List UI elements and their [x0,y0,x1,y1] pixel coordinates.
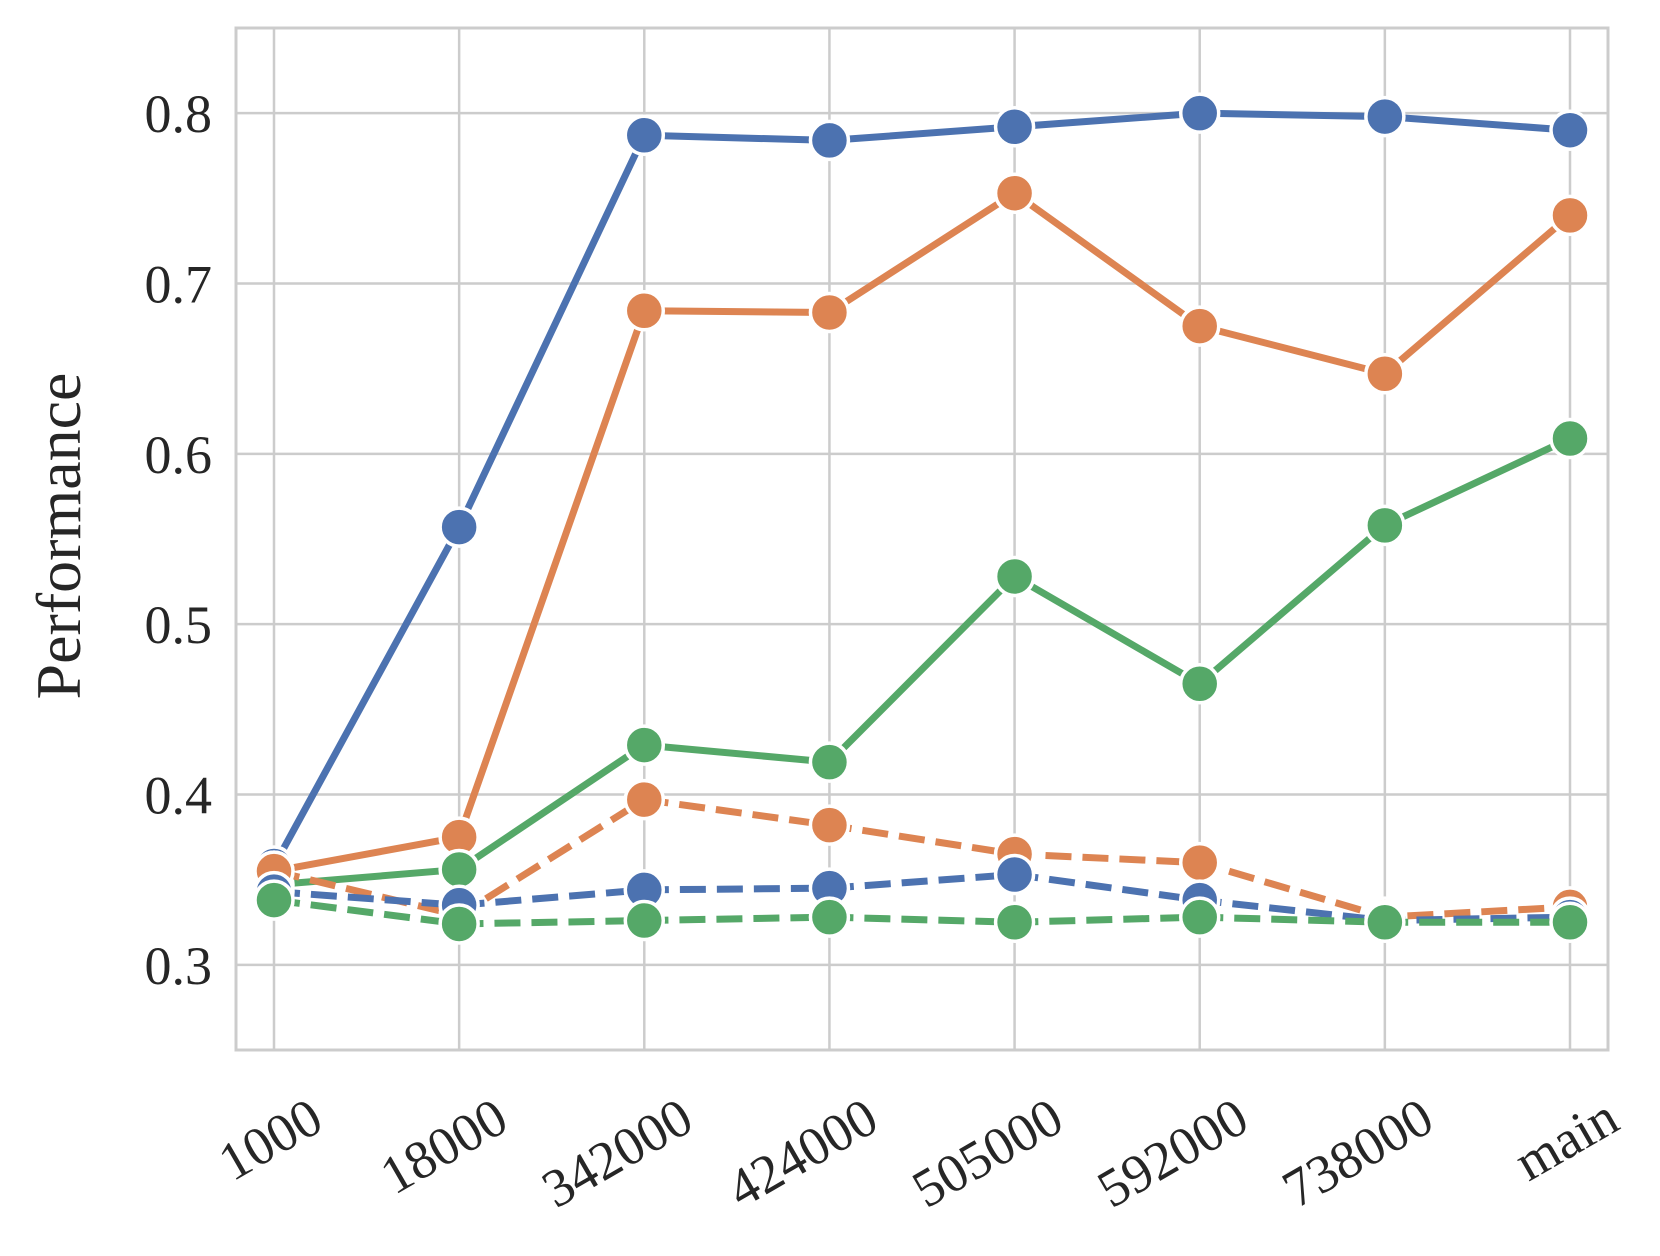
x-tick-label: 18000 [370,1086,517,1205]
y-axis-title: Performance [23,373,94,700]
series-1 [253,92,1591,887]
data-point [1178,841,1221,884]
x-tick-label: 342000 [532,1086,702,1219]
series-line [273,189,1573,875]
series-line [273,435,1572,889]
data-point [623,778,666,821]
x-tick-label: 1000 [208,1086,332,1192]
data-point [993,853,1036,896]
series-6 [253,879,1591,945]
data-point [1178,92,1221,134]
data-point [623,114,666,157]
data-point [808,896,851,938]
data-point [1549,417,1591,460]
x-tick-label: 738000 [1273,1086,1443,1219]
y-axis-ticks: 0.3 0.4 0.5 0.6 0.7 0.8 [145,84,213,996]
plot-frame [234,26,1610,1052]
data-point [808,804,851,846]
series-line [273,796,1571,921]
x-tick-label: 505000 [902,1086,1072,1219]
data-point [1364,353,1406,395]
data-point [623,724,666,766]
data-point [1178,305,1221,347]
data-point [253,879,295,921]
y-tick-label: 0.5 [145,595,213,655]
x-tick-label: 424000 [717,1086,887,1219]
data-point [1364,901,1406,943]
x-tick-label: 592000 [1087,1086,1257,1219]
data-point [1549,109,1591,151]
series-line [273,871,1571,925]
data-point [623,290,666,332]
series-line [273,896,1570,928]
data-point [623,899,666,942]
series-group [253,92,1591,945]
data-point [808,741,851,783]
y-tick-label: 0.7 [145,255,213,315]
data-point [1364,95,1406,138]
data-point [1549,901,1591,943]
data-point [438,903,480,945]
series-2 [253,172,1591,892]
data-point [438,506,480,548]
y-tick-label: 0.4 [145,766,213,826]
y-tick-label: 0.6 [145,425,213,485]
y-tick-label: 0.8 [145,84,213,144]
data-point [808,119,851,162]
data-point [993,901,1036,943]
x-axis-ticks: 1000 18000 342000 424000 505000 592000 738000 m… [208,1086,1628,1219]
y-tick-label: 0.3 [145,936,213,996]
data-point [808,291,851,334]
data-point [1549,194,1591,237]
data-point [1178,663,1221,705]
x-tick-label: main [1504,1086,1628,1192]
data-point [1178,896,1221,938]
data-point [993,172,1036,214]
data-point [438,848,480,891]
data-point [993,106,1036,148]
data-point [993,555,1036,598]
series-line [270,109,1571,868]
data-point [1364,504,1406,547]
